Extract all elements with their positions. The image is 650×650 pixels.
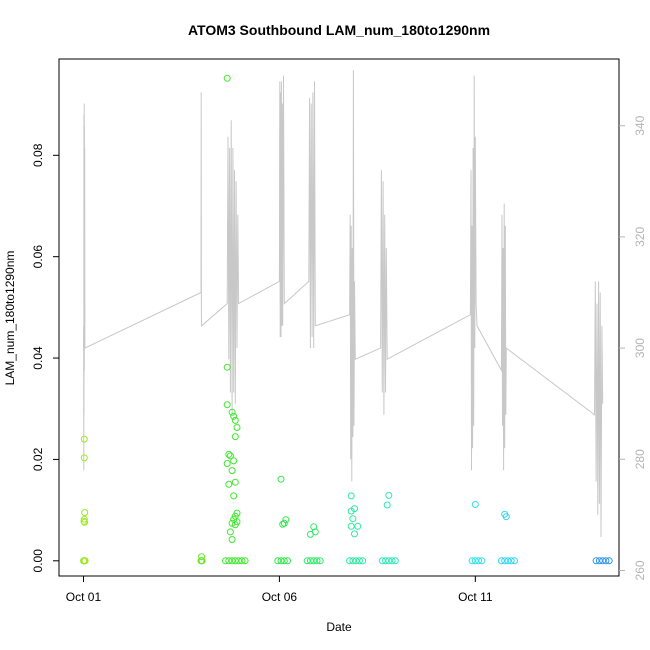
data-point <box>80 454 88 462</box>
data-point <box>355 557 363 565</box>
data-point <box>223 74 231 82</box>
x-tick-label: Oct 11 <box>458 590 493 604</box>
y2-tick-label: 340 <box>633 115 647 135</box>
data-point <box>228 408 236 416</box>
data-point <box>352 557 360 565</box>
data-point <box>223 460 231 467</box>
data-point <box>81 509 89 517</box>
data-point <box>231 478 239 486</box>
y2-tick-label: 300 <box>633 338 647 358</box>
y-axis-right: 260 280 300 320 340 <box>619 115 647 580</box>
left-axis-point-series <box>80 74 613 565</box>
data-point <box>81 557 89 565</box>
data-point <box>198 553 206 561</box>
data-point <box>383 501 391 509</box>
data-point <box>354 522 362 530</box>
y-tick-label: 0.08 <box>31 143 45 167</box>
data-point <box>228 467 236 475</box>
data-point <box>241 557 249 565</box>
data-point <box>391 557 399 565</box>
data-point <box>502 513 510 521</box>
data-point <box>471 557 479 565</box>
data-point <box>351 530 358 538</box>
data-point <box>511 557 518 565</box>
data-point <box>279 520 287 528</box>
data-point <box>230 412 238 420</box>
data-point <box>478 557 486 565</box>
data-point <box>316 557 324 565</box>
data-point <box>231 521 239 529</box>
data-point <box>359 557 367 565</box>
y-tick-label: 0.04 <box>31 346 45 370</box>
data-point <box>507 557 515 565</box>
x-axis: Oct 01 Oct 06 Oct 11 <box>66 576 493 604</box>
x-tick-label: Oct 06 <box>262 590 298 604</box>
data-point <box>233 424 241 431</box>
data-point <box>225 480 233 488</box>
data-point <box>497 557 505 565</box>
data-point <box>306 557 314 565</box>
x-tick-label: Oct 01 <box>66 590 102 604</box>
data-point <box>198 557 206 565</box>
y-tick-label: 0.06 <box>31 245 45 269</box>
chart-title: ATOM3 Southbound LAM_num_180to1290nm <box>188 22 490 38</box>
y-axis-left: 0.00 0.02 0.04 0.06 0.08 <box>31 143 59 572</box>
line-series-path <box>83 70 604 538</box>
data-point <box>280 519 288 527</box>
data-point <box>592 557 600 565</box>
data-point <box>231 557 239 565</box>
data-point <box>222 557 229 565</box>
y-tick-label: 0.02 <box>31 447 45 471</box>
data-point <box>223 401 231 409</box>
data-point <box>351 505 358 513</box>
data-point <box>231 416 239 424</box>
right-axis-line-series <box>83 70 604 538</box>
data-point <box>226 528 234 536</box>
data-point <box>228 519 236 527</box>
data-point <box>230 457 238 465</box>
data-point <box>284 557 292 565</box>
data-point <box>277 557 285 565</box>
data-point <box>347 492 355 500</box>
data-point <box>228 536 236 543</box>
data-point <box>382 557 389 565</box>
y2-tick-label: 280 <box>633 449 647 469</box>
data-point <box>311 528 319 536</box>
data-point <box>277 475 285 483</box>
plot-frame <box>58 58 620 577</box>
data-point <box>80 435 88 443</box>
data-point <box>471 501 479 508</box>
data-point <box>223 363 231 371</box>
data-point <box>226 452 234 460</box>
data-point <box>230 492 238 500</box>
data-point <box>388 557 396 565</box>
y2-tick-label: 320 <box>633 227 647 247</box>
data-point <box>602 557 610 565</box>
data-point <box>81 518 89 526</box>
y-tick-label: 0.00 <box>31 549 45 573</box>
data-point <box>347 522 355 530</box>
data-point <box>475 557 483 565</box>
data-point <box>238 557 246 565</box>
data-point <box>231 433 239 441</box>
data-point <box>313 557 321 565</box>
data-point <box>282 516 290 524</box>
y2-tick-label: 260 <box>633 560 647 580</box>
y-axis-label: LAM_num_180to1290nm <box>3 251 17 386</box>
data-point <box>349 515 357 523</box>
data-point <box>385 491 393 499</box>
data-point <box>605 557 613 565</box>
data-point <box>280 557 288 565</box>
x-axis-label: Date <box>326 620 352 634</box>
data-point <box>225 450 233 458</box>
